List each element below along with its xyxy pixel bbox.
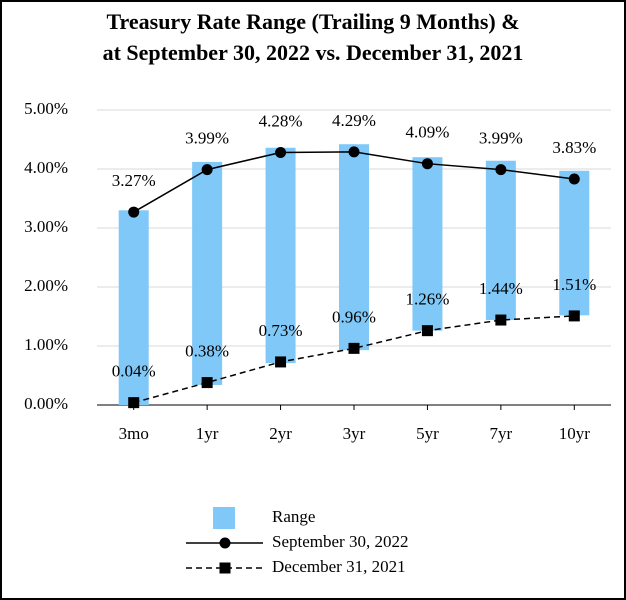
point bbox=[421, 325, 433, 337]
y-tick-label: 0.00% bbox=[24, 394, 68, 413]
range-bar bbox=[118, 210, 149, 405]
y-tick-label: 3.00% bbox=[24, 217, 68, 236]
point bbox=[568, 173, 580, 185]
range-bar bbox=[192, 161, 223, 385]
data-label: 4.28% bbox=[259, 111, 303, 130]
range-bar bbox=[412, 157, 443, 331]
y-tick-label: 2.00% bbox=[24, 276, 68, 295]
x-tick-label: 10yr bbox=[559, 424, 591, 443]
x-tick-label: 1yr bbox=[196, 424, 219, 443]
point bbox=[568, 310, 580, 322]
data-label: 0.73% bbox=[259, 321, 303, 340]
chart-title: at September 30, 2022 vs. December 31, 2… bbox=[103, 40, 524, 65]
point bbox=[495, 314, 507, 326]
data-label: 3.99% bbox=[479, 128, 523, 147]
point bbox=[421, 158, 433, 170]
legend-label: December 31, 2021 bbox=[272, 557, 406, 576]
data-label: 3.99% bbox=[185, 128, 229, 147]
legend-marker bbox=[219, 562, 231, 574]
point bbox=[201, 377, 213, 389]
range-bar bbox=[559, 170, 590, 316]
y-tick-label: 1.00% bbox=[24, 335, 68, 354]
point bbox=[128, 206, 140, 218]
data-label: 1.44% bbox=[479, 279, 523, 298]
data-label: 0.96% bbox=[332, 307, 376, 326]
chart-title: Treasury Rate Range (Trailing 9 Months) … bbox=[106, 9, 519, 34]
point bbox=[275, 356, 287, 368]
data-label: 4.09% bbox=[405, 123, 449, 142]
x-tick-label: 2yr bbox=[269, 424, 292, 443]
point bbox=[348, 342, 360, 354]
legend-swatch bbox=[213, 507, 235, 529]
y-tick-label: 5.00% bbox=[24, 99, 68, 118]
range-bar bbox=[265, 147, 296, 364]
data-label: 4.29% bbox=[332, 111, 376, 130]
data-label: 3.27% bbox=[112, 171, 156, 190]
point bbox=[275, 146, 287, 158]
data-label: 1.51% bbox=[552, 275, 596, 294]
point bbox=[348, 146, 360, 158]
legend-marker bbox=[219, 537, 231, 549]
point bbox=[201, 164, 213, 176]
data-label: 0.38% bbox=[185, 341, 229, 360]
x-tick-label: 7yr bbox=[490, 424, 513, 443]
data-label: 3.83% bbox=[552, 138, 596, 157]
range-bar bbox=[339, 144, 369, 351]
legend-label: September 30, 2022 bbox=[272, 532, 408, 551]
x-tick-label: 5yr bbox=[416, 424, 439, 443]
x-tick-label: 3mo bbox=[119, 424, 149, 443]
point bbox=[495, 164, 507, 176]
range-bar bbox=[485, 160, 516, 321]
legend-label: Range bbox=[272, 507, 315, 526]
point bbox=[128, 397, 140, 409]
data-label: 1.26% bbox=[405, 290, 449, 309]
y-tick-label: 4.00% bbox=[24, 158, 68, 177]
data-label: 0.04% bbox=[112, 362, 156, 381]
x-tick-label: 3yr bbox=[343, 424, 366, 443]
